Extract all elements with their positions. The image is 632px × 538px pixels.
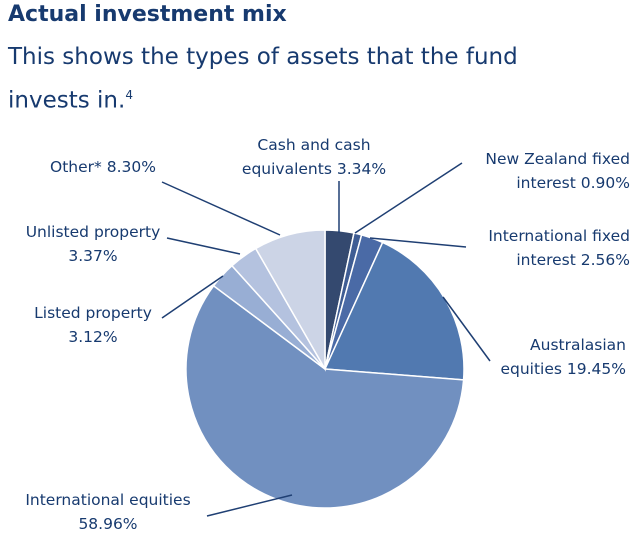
slice-label-line: Australasian [530, 336, 626, 354]
slice-label: Listed property 3.12% [34, 304, 152, 346]
leader-lines [161, 162, 491, 517]
slice-label: International fixed interest 2.56% [488, 227, 630, 269]
pie-slice-other [254, 229, 326, 372]
slice-labels: Cash and cash equivalents 3.34% New Zealan… [25, 136, 630, 533]
slice-label-line: International equities [25, 491, 190, 509]
slice-label-line: 3.12% [68, 328, 117, 346]
leader-line [166, 237, 241, 255]
slice-label-line: International fixed [488, 227, 630, 245]
pie-slices [185, 229, 465, 509]
slice-label: New Zealand fixed interest 0.90% [485, 150, 630, 192]
slice-label: Australasian equities 19.45% [500, 336, 626, 378]
slice-label-line: Cash and cash [257, 136, 370, 154]
leader-line [161, 275, 224, 319]
slice-label-line: Unlisted property [26, 223, 161, 241]
leader-line [369, 237, 467, 248]
footnote-marker: 4 [125, 88, 133, 102]
chart-title: Actual investment mix [8, 2, 287, 27]
slice-label: Other* 8.30% [50, 158, 156, 176]
slice-label-line: Other* 8.30% [50, 158, 156, 176]
slice-label-line: Listed property [34, 304, 152, 322]
leader-line [354, 162, 463, 234]
slice-label-line: equivalents 3.34% [242, 160, 386, 178]
leader-line [442, 296, 491, 362]
slice-label: Unlisted property 3.37% [26, 223, 161, 265]
slice-label: Cash and cash equivalents 3.34% [242, 136, 386, 178]
slice-label: International equities 58.96% [25, 491, 190, 533]
slice-label-line: 3.37% [68, 247, 117, 265]
leader-line [161, 181, 281, 236]
slice-label-line: 58.96% [78, 515, 137, 533]
leader-line [206, 494, 293, 517]
chart-subtitle: This shows the types of assets that the … [8, 38, 568, 120]
slice-label-line: interest 0.90% [516, 174, 630, 192]
slice-label-line: interest 2.56% [516, 251, 630, 269]
slice-label-line: New Zealand fixed [485, 150, 630, 168]
subtitle-text: This shows the types of assets that the … [8, 44, 518, 114]
slice-label-line: equities 19.45% [500, 360, 626, 378]
